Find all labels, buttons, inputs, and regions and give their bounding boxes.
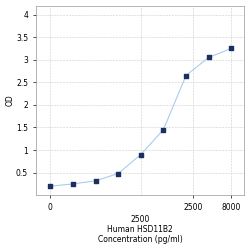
X-axis label: 2500
Human HSD11B2
Concentration (pg/ml): 2500 Human HSD11B2 Concentration (pg/ml) [98, 215, 182, 244]
Point [71, 182, 75, 186]
Point [206, 56, 210, 60]
Point [116, 172, 120, 175]
Y-axis label: OD: OD [6, 94, 15, 106]
Point [184, 74, 188, 78]
Point [161, 128, 165, 132]
Point [139, 152, 143, 156]
Point [48, 184, 52, 188]
Point [229, 46, 233, 50]
Point [94, 179, 98, 183]
